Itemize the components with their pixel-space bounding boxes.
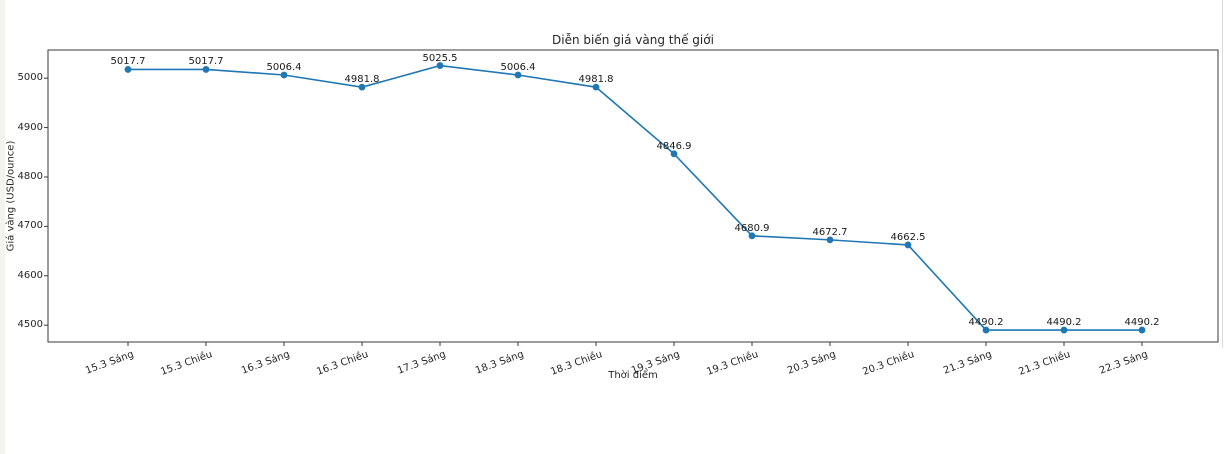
y-tick-label: 4500 (17, 319, 43, 331)
y-tick-label: 4700 (17, 220, 43, 232)
x-axis-title: Thời điểm (608, 370, 658, 381)
y-tick-label: 4800 (17, 170, 43, 182)
data-point-value-label: 5006.4 (266, 62, 302, 73)
data-point-value-label: 4981.8 (344, 74, 380, 86)
data-point-value-label: 4846.9 (656, 140, 692, 152)
chart-title: Diễn biến giá vàng thế giới (552, 33, 714, 47)
y-tick-label: 5000 (17, 72, 43, 84)
data-point-value-label: 4490.2 (968, 317, 1004, 329)
data-point-value-label: 5025.5 (422, 52, 458, 64)
data-point-value-label: 4680.9 (734, 222, 770, 234)
y-axis-title: Giá vàng (USD/ounce) (5, 140, 17, 252)
data-point-value-label: 4672.7 (812, 226, 848, 238)
data-point-value-label: 4490.2 (1046, 317, 1082, 329)
data-point-value-label: 5017.7 (188, 56, 224, 68)
y-tick-label: 4900 (17, 121, 43, 133)
y-tick-label: 4600 (17, 269, 43, 281)
data-point-value-label: 4662.5 (890, 231, 926, 243)
data-point-value-label: 5017.7 (110, 56, 146, 68)
data-point-value-label: 5006.4 (500, 62, 536, 73)
data-point-value-label: 4490.2 (1124, 317, 1160, 329)
page-edge-strip (0, 0, 5, 454)
data-point-value-label: 4981.8 (578, 74, 614, 86)
figure-right-edge (1222, 0, 1223, 348)
